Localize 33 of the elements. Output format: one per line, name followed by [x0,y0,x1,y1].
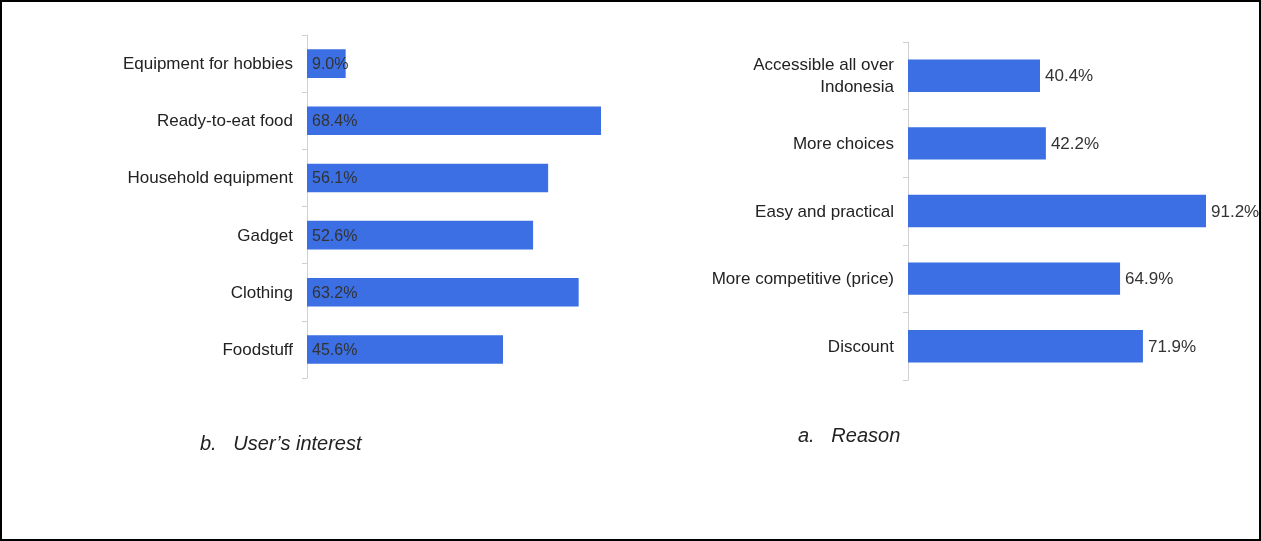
bar [908,329,1143,363]
data-label: 63.2% [312,283,358,301]
data-label: 42.2% [1050,133,1100,153]
data-label: 71.9% [1147,336,1197,356]
bar [307,335,503,364]
data-label: 68.4% [312,112,358,130]
y-tick-label: Equipment for hobbies [122,54,293,74]
y-tick-label: Discount [827,336,895,356]
bar [908,127,1046,160]
y-tick-label: Easy and practical [755,201,894,221]
y-tick-label: Foodstuff [222,339,294,359]
y-tick-label: Clothing [230,282,293,302]
bar [307,277,579,307]
y-tick-label: Accessible all over Indonesia [753,55,895,97]
text: a. Reason [798,424,901,446]
text: b. User’s interest [200,432,363,454]
y-tick-label: Household equipment [127,168,294,188]
bar [307,163,549,193]
bar [908,59,1041,93]
bar [908,262,1121,295]
data-label: 64.9% [1125,269,1174,289]
y-tick-label: More competitive (price) [711,269,894,289]
bar [908,194,1206,228]
y-tick-label: Gadget [237,225,294,245]
bar [307,106,601,136]
data-label: 91.2% [1211,201,1260,221]
data-label: 52.6% [312,226,358,244]
data-label: 45.6% [312,340,358,358]
bar [307,220,534,250]
y-tick-label: Ready-to-eat food [156,111,293,131]
data-label: 56.1% [312,169,358,187]
data-label: 40.4% [1045,66,1094,86]
y-tick-label: More choices [792,133,894,153]
